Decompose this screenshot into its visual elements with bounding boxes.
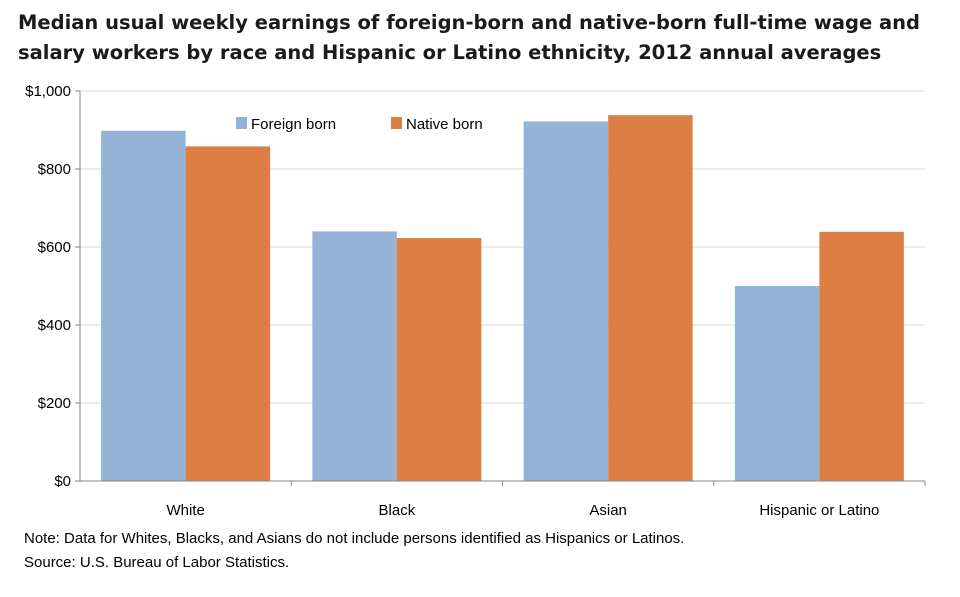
chart-source: Source: U.S. Bureau of Labor Statistics. (24, 554, 290, 571)
chart-note: Note: Data for Whites, Blacks, and Asian… (24, 530, 685, 547)
y-tick-label: $600 (38, 239, 71, 256)
y-tick-label: $400 (38, 317, 71, 334)
x-tick-label: Asian (589, 502, 627, 519)
bar-foreign-born (101, 130, 186, 481)
bars (101, 115, 904, 482)
bar-foreign-born (734, 286, 820, 481)
y-tick-label: $200 (38, 395, 71, 412)
bar-foreign-born (312, 231, 397, 481)
legend-swatch (236, 117, 247, 129)
bar-native-born (819, 231, 904, 481)
x-tick-label: White (166, 502, 204, 519)
y-tick-label: $800 (38, 161, 71, 178)
legend-swatch (391, 117, 402, 129)
bar-native-born (185, 146, 271, 481)
chart-title: Median usual weekly earnings of foreign-… (18, 11, 920, 64)
bar-native-born (396, 238, 482, 481)
axes: $0 $200 $400 $600 $800 $1,000 White Black Asian H… (25, 83, 926, 519)
y-tick-label: $1,000 (25, 83, 71, 100)
legend: Foreign born Native born (236, 116, 483, 133)
bar-foreign-born (523, 121, 609, 482)
y-tick-label: $0 (54, 473, 71, 490)
x-tick-label: Black (379, 502, 416, 519)
legend-label: Native born (406, 116, 483, 133)
x-tick-label: Hispanic or Latino (759, 502, 879, 519)
bar-native-born (608, 115, 693, 482)
legend-label: Foreign born (251, 116, 336, 133)
